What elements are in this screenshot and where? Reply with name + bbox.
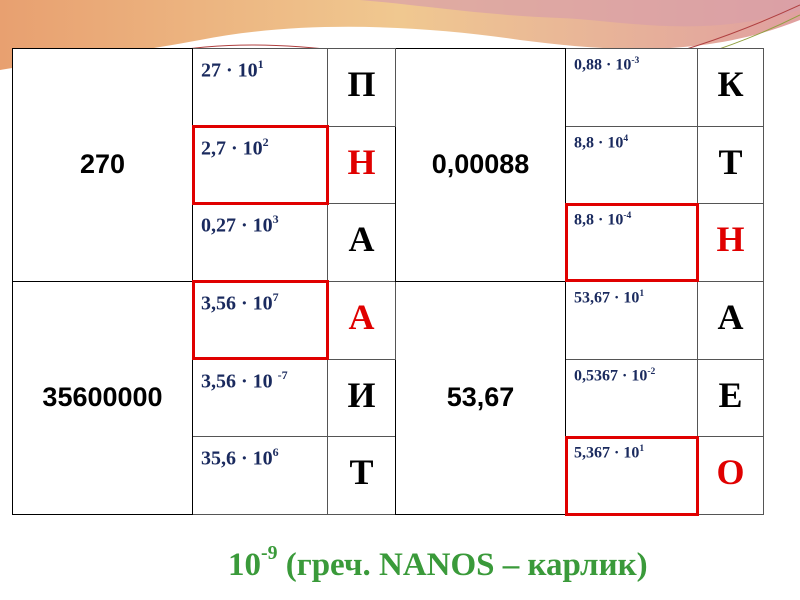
expression-cell: 0,27 · 103 — [192, 203, 328, 282]
exponent: 3 — [272, 212, 279, 227]
caption: 10-9 (греч. NANOS – карлик) — [228, 542, 648, 584]
expression-cell: 8,8 · 10-4 — [564, 202, 699, 283]
letter-cell: А — [697, 280, 764, 360]
table-row: 3,56 · 10 -7 И 0,5367 · 10-2 Е — [13, 358, 764, 438]
exponent: -3 — [631, 55, 640, 66]
exponent: 4 — [623, 132, 629, 144]
number-cell: 270 — [12, 48, 193, 282]
letter-cell: Н — [697, 203, 764, 282]
mantissa: 53,67 · 10 — [574, 289, 640, 307]
expression-cell: 8,8 · 104 — [565, 125, 698, 205]
letter-cell: А — [327, 280, 396, 360]
table-row: 270 27 · 101 П 0,00088 0,88 · 10-3 К — [12, 48, 764, 282]
mantissa: 3,56 · 10 — [201, 370, 278, 393]
exponent: 7 — [272, 289, 279, 304]
expression-cell: 27 · 101 — [192, 48, 328, 127]
mantissa: 0,5367 · 10 — [574, 367, 648, 385]
letter-cell: О — [697, 436, 764, 515]
number-cell: 0,00088 — [395, 48, 566, 282]
table-row: 35,6 · 106 Т 5,367 · 101 О — [13, 435, 764, 516]
exponent: 1 — [639, 443, 645, 455]
mantissa: 8,8 · 10 — [574, 212, 624, 230]
caption-base: 10 — [228, 546, 261, 583]
mantissa: 35,6 · 10 — [201, 447, 273, 470]
mantissa: 0,27 · 10 — [201, 214, 273, 237]
mantissa: 5,367 · 10 — [574, 445, 640, 462]
number-cell: 53,67 — [395, 280, 566, 516]
number-cell: 35600000 — [12, 280, 193, 516]
exponent: -4 — [623, 210, 632, 222]
expression-cell: 2,7 · 102 — [191, 125, 329, 205]
letter-cell: Т — [327, 436, 396, 515]
expression-cell: 0,5367 · 10-2 — [565, 358, 698, 438]
exponent: 6 — [272, 445, 279, 460]
conversion-table: 270 27 · 101 П 0,00088 0,88 · 10-3 К 2,7 · 102… — [12, 48, 764, 516]
letter-cell: Н — [327, 125, 396, 205]
letter-cell: А — [327, 203, 396, 282]
exponent: -7 — [277, 367, 288, 382]
expression-cell: 3,56 · 107 — [191, 280, 329, 361]
letter-cell: К — [697, 48, 764, 127]
caption-text: (греч. NANOS – карлик) — [277, 546, 648, 583]
mantissa: 2,7 · 10 — [201, 137, 263, 160]
caption-exponent: -9 — [261, 542, 278, 564]
exponent: -2 — [647, 365, 656, 377]
table-row: 0,27 · 103 А 8,8 · 10-4 Н — [13, 202, 764, 283]
mantissa: 3,56 · 10 — [201, 292, 273, 315]
expression-cell: 53,67 · 101 — [565, 280, 698, 360]
expression-cell: 3,56 · 10 -7 — [192, 358, 328, 438]
exponent: 1 — [639, 287, 645, 299]
exponent: 1 — [257, 57, 264, 71]
mantissa: 27 · 10 — [201, 59, 258, 82]
exponent: 2 — [262, 134, 269, 149]
letter-cell: Е — [697, 358, 764, 438]
expression-cell: 5,367 · 101 — [564, 435, 699, 516]
mantissa: 8,8 · 10 — [574, 134, 624, 152]
table-row: 2,7 · 102 Н 8,8 · 104 Т — [13, 125, 764, 205]
letter-cell: П — [327, 48, 396, 127]
expression-cell: 35,6 · 106 — [192, 436, 328, 515]
expression-cell: 0,88 · 10-3 — [565, 48, 698, 127]
mantissa: 0,88 · 10 — [574, 56, 632, 74]
letter-cell: Т — [697, 125, 764, 205]
table-row: 35600000 3,56 · 107 А 53,67 53,67 · 101 А — [12, 280, 764, 516]
letter-cell: И — [327, 358, 396, 438]
